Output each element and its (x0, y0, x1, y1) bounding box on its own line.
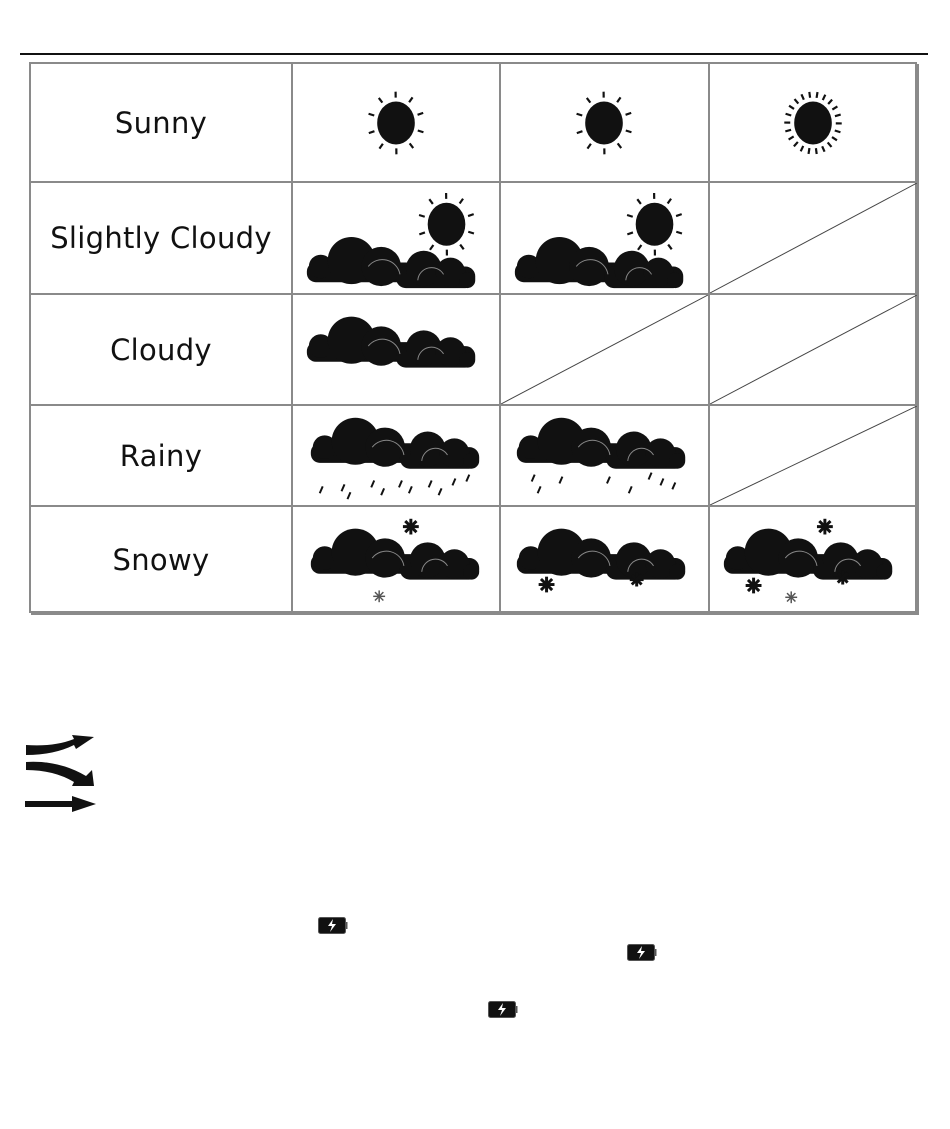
battery-charging-icon (318, 917, 348, 934)
diagonal-strike (710, 295, 917, 404)
trend-steady-arrow-icon (25, 796, 96, 812)
battery-charging-icon (627, 944, 657, 961)
cloud-icon (514, 237, 684, 289)
weather-icon-cell-sun (293, 64, 501, 183)
cloud-icon (310, 417, 480, 469)
row-label: Slightly Cloudy (31, 183, 293, 295)
rain-icon (530, 472, 677, 494)
top-rule (20, 53, 928, 55)
cloud-icon (723, 528, 893, 580)
row-label: Rainy (31, 406, 293, 507)
sun-icon (784, 91, 842, 155)
snowflake-icon (816, 518, 833, 535)
cloud-icon (306, 316, 476, 368)
weather-icon-cell-cloud-snow-1 (293, 507, 501, 615)
empty-cell (710, 183, 919, 295)
snowflake-icon (373, 590, 386, 603)
row-label: Cloudy (31, 295, 293, 406)
empty-cell (501, 295, 710, 406)
weather-icon-cell-sun-many-rays (710, 64, 919, 183)
cloud-icon (516, 528, 686, 580)
snowflake-icon (745, 577, 762, 594)
sun-icon (418, 192, 475, 256)
cloud-icon (516, 417, 686, 469)
snowflake-icon (835, 570, 850, 585)
trend-rising-arrow-icon (26, 735, 94, 755)
weather-icon-cell-sun-cloud (293, 183, 501, 295)
trend-falling-arrow-icon (26, 761, 94, 786)
diagonal-strike (710, 406, 917, 505)
weather-icon-cell-cloud-rain-light (501, 406, 710, 507)
row-label: Snowy (31, 507, 293, 615)
weather-icon-cell-cloud (293, 295, 501, 406)
snowflake-icon (538, 576, 555, 593)
diagonal-strike (501, 295, 708, 404)
weather-icon-cell-cloud-rain-heavy (293, 406, 501, 507)
battery-charging-icon (488, 1001, 518, 1018)
weather-icon-cell-sun-cloud (501, 183, 710, 295)
cloud-icon (306, 237, 476, 289)
weather-forecast-table: Sunny Slightly Cloudy Cloudy Rainy Snow (29, 62, 919, 615)
snowflake-icon (402, 518, 419, 535)
row-label: Sunny (31, 64, 293, 183)
empty-cell (710, 295, 919, 406)
sun-icon (576, 91, 632, 155)
snowflake-icon (785, 591, 798, 604)
weather-icon-cell-cloud-snow-3 (710, 507, 919, 615)
sun-icon (368, 91, 424, 155)
snowflake-icon (629, 572, 644, 587)
rain-icon (318, 474, 471, 500)
weather-icon-cell-cloud-snow-2 (501, 507, 710, 615)
cloud-icon (310, 528, 480, 580)
diagonal-strike (710, 183, 917, 293)
sun-icon (626, 192, 683, 256)
empty-cell (710, 406, 919, 507)
weather-icon-cell-sun (501, 64, 710, 183)
